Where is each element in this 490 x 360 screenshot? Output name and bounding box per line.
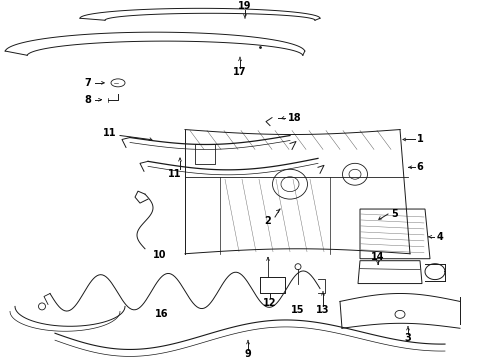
Text: 1: 1 — [416, 135, 423, 144]
Text: 6: 6 — [416, 162, 423, 172]
Text: 4: 4 — [437, 232, 443, 242]
Text: 12: 12 — [263, 298, 277, 309]
Text: 2: 2 — [265, 216, 271, 226]
Text: 9: 9 — [245, 349, 251, 359]
Text: 14: 14 — [371, 252, 385, 262]
Text: 5: 5 — [392, 209, 398, 219]
Text: 13: 13 — [316, 305, 330, 315]
Text: 3: 3 — [405, 333, 412, 343]
Text: 10: 10 — [153, 250, 167, 260]
Text: 11: 11 — [168, 169, 182, 179]
Text: 7: 7 — [85, 78, 91, 88]
Text: 16: 16 — [155, 309, 169, 319]
Text: 17: 17 — [233, 67, 247, 77]
Text: 19: 19 — [238, 1, 252, 12]
Text: 11: 11 — [103, 127, 117, 138]
Text: 18: 18 — [288, 113, 302, 123]
Text: 8: 8 — [85, 95, 92, 105]
Text: 15: 15 — [291, 305, 305, 315]
